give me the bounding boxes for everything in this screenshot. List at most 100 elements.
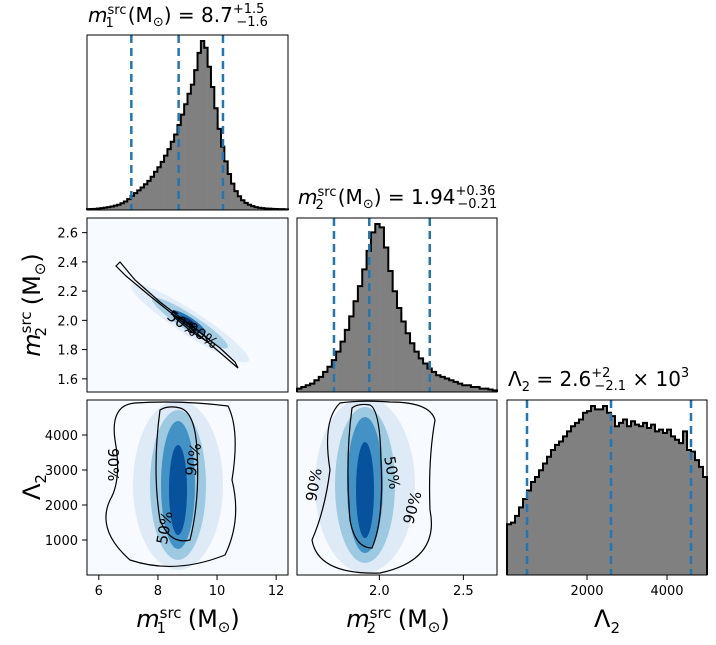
histogram-bar [336,351,341,392]
xlabel-lambda2: Λ2 [594,605,620,637]
histogram-bar [241,200,245,210]
lambda2-tick-label: 2000 [45,499,78,514]
contour-50 [347,403,383,549]
histogram-bar [523,498,528,575]
title-m1: msrc 1 (M⊙) = 8.7+1.5 −1.6 [88,2,268,31]
histogram-bar [595,409,600,575]
lambda2-tick-label: 2000 [570,584,603,599]
histogram-bar [379,227,385,392]
histogram-bar [663,433,668,575]
histogram-bar [113,205,118,210]
histogram-bar [200,41,205,210]
histogram-bar [170,141,175,210]
m1-tick-label: 6 [95,584,103,599]
histogram-bar [234,191,239,210]
histogram-bar [314,380,320,392]
histogram-bar [318,376,324,392]
histogram-bar [117,204,121,210]
lambda2-tick-label: 3000 [45,464,78,479]
m2-tick-label: 2.6 [57,227,78,242]
m2-tick-label: 2.2 [57,285,78,300]
histogram-bar [507,524,512,575]
histogram-bar [418,358,424,392]
axes-frame-lambda2 [506,399,708,576]
histogram-bar [107,207,111,210]
histogram-bar [353,301,359,392]
histogram-bar [639,426,644,575]
histogram-bar [327,366,333,392]
histogram-bar [479,388,485,392]
histogram-bar [133,193,138,210]
density-panel-m2-vs-m1: 50% 90% [87,218,288,392]
histogram-bar [547,456,552,575]
histogram-bar [204,47,208,211]
axes-frame-lambda2-vs-m1 [86,399,289,576]
xlabel-m2: msrc 2 (M⊙) [346,604,450,637]
histogram-bar [164,155,168,210]
contour-50 [171,313,210,344]
histogram-bar [344,329,350,392]
histogram-m2 [296,218,498,392]
m2-tick-label: 2.5 [453,584,474,599]
histogram-bar [157,167,161,210]
axes-frame-m1 [86,34,289,211]
histogram-bar [623,419,628,575]
xlabel-m1: msrc 1 (M⊙) [136,604,240,637]
histogram-bar [217,128,222,210]
contour-label-90: 90% [302,467,326,503]
histogram-bar [130,195,135,210]
histogram-bar [194,70,198,210]
ylabel-m2: msrc2 (M⊙) [17,253,50,357]
histogram-bar [543,463,548,575]
histogram-bar [679,443,684,575]
contour-90 [311,400,436,574]
histogram-bar [247,204,252,210]
histogram-bar [591,406,596,575]
histogram-bar [483,388,489,392]
histogram-bar [563,436,568,575]
histogram-bar [603,406,608,575]
histogram-bar [410,343,415,392]
histogram-bar [535,476,540,575]
m1-tick-label: 8 [154,584,162,599]
histogram-bar [224,161,228,210]
histogram-bar [254,207,259,210]
histogram-bar [323,371,328,392]
histogram-bar [231,183,235,210]
histogram-bar [567,431,572,575]
contour-90 [105,401,237,567]
histogram-bar [651,424,656,575]
histogram-lambda2 [506,400,708,575]
histogram-bar [207,66,212,210]
m2-tick-label: 2.0 [57,314,78,329]
histogram-bar [695,460,700,575]
histogram-bar [174,134,178,210]
lambda2-tick-label: 1000 [45,534,78,549]
histogram-bar [103,207,108,210]
histogram-bar [237,196,242,210]
histogram-bar [599,409,604,575]
density-panel-lambda2-vs-m1: 90% 90% 50% [87,400,288,575]
contour-label-90: 90% [104,448,122,481]
m2-tick-label: 1.6 [57,373,78,388]
histogram-bar [251,206,255,210]
histogram-bar [488,389,493,392]
histogram-bar [357,286,363,392]
histogram-bar [154,171,158,210]
histogram-bar [366,250,372,392]
m2-tick-label: 2.4 [57,256,78,271]
histogram-bar [140,187,145,210]
m2-tick-label: 2.0 [369,584,390,599]
histogram-bar [683,431,688,575]
histogram-bar [401,321,406,392]
histogram-bar [583,412,588,575]
m1-minus: −1.6 [236,15,268,30]
histogram-bar [643,422,648,575]
histogram-bar [655,431,660,575]
histogram-bar [519,507,524,575]
histogram-bar [301,386,306,392]
title-lambda2: Λ2 = 2.6+2 −2.1 × 103 [508,366,689,395]
m1-tick-label: 10 [209,584,226,599]
histogram-bar [349,316,354,392]
